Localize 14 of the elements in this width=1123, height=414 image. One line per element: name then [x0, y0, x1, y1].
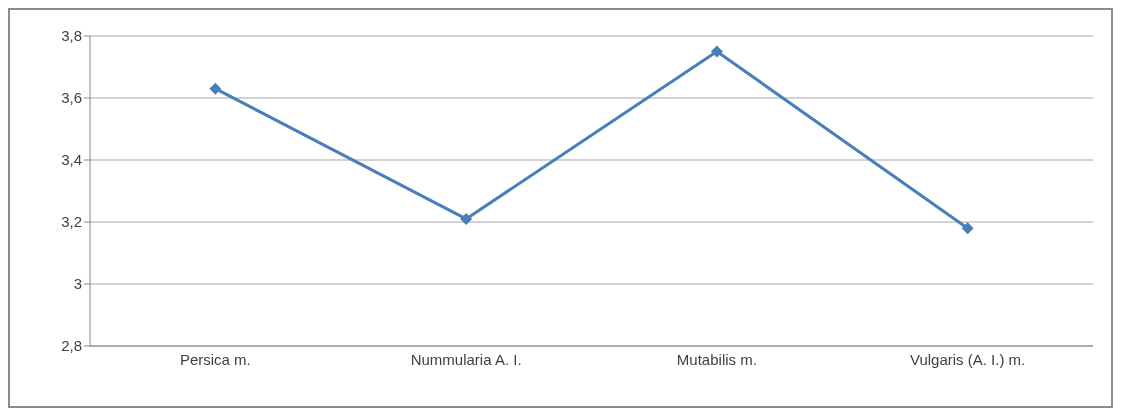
y-tick-label: 2,8 — [61, 337, 82, 355]
x-tick-label: Nummularia A. I. — [410, 350, 522, 368]
y-tick-label: 3,2 — [61, 213, 82, 231]
y-tick-label: 3,4 — [61, 151, 82, 169]
point — [460, 212, 473, 225]
point — [710, 45, 723, 58]
x-tick-label: Mutabilis m. — [676, 350, 757, 368]
x-tick-label: Persica m. — [179, 350, 251, 368]
point — [209, 82, 222, 95]
y-tick-label: 3 — [73, 275, 82, 293]
point — [961, 222, 974, 235]
y-tick-label: 3,8 — [61, 27, 82, 45]
y-tick-label: 3,6 — [61, 89, 82, 107]
x-tick-label: Vulgaris (A. I.) m. — [909, 350, 1026, 368]
